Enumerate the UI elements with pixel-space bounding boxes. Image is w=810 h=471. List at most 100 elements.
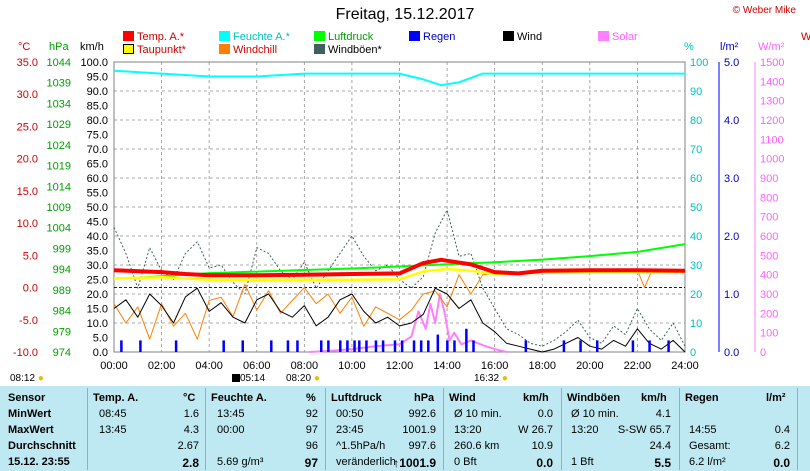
humidity-tick-label: 30 — [690, 260, 702, 272]
x-tick-label: 12:00 — [386, 360, 414, 372]
pressure-tick-label: 1019 — [47, 161, 71, 173]
unit-cut: W — [801, 31, 810, 43]
rain-bar — [241, 340, 244, 352]
humidity-time: 13:45 — [217, 408, 245, 420]
pressure-tick-label: 984 — [53, 306, 71, 318]
temp-value: 2.67 — [177, 440, 199, 452]
wind-time: 13:20 — [454, 424, 482, 436]
wind-time: Ø 10 min. — [454, 408, 502, 420]
temp-time: 08:45 — [99, 408, 127, 420]
humidity-time: 00:00 — [217, 424, 245, 436]
header-wind-unit: km/h — [523, 392, 549, 404]
rain-value: 0.4 — [774, 424, 790, 436]
legend-swatch-solar — [598, 31, 609, 41]
legend-item-temp: Temp. A.* — [123, 31, 184, 43]
solar-tick-label: 1100 — [760, 134, 784, 146]
temp-tick-label: -10.0 — [13, 347, 38, 359]
stats-table — [0, 386, 810, 471]
header-pressure: Luftdruck — [331, 392, 382, 404]
legend-item-windchill: Windchill — [219, 44, 277, 56]
temp-tick-label: 25.0 — [17, 121, 38, 133]
rain-bar — [400, 340, 404, 352]
rain-time: Gesamt: — [689, 440, 731, 452]
humidity-tick-label: 70 — [690, 144, 702, 156]
row-label: MinWert — [8, 408, 52, 420]
rain-bar — [120, 340, 123, 352]
header-gust: Windböen — [567, 392, 621, 404]
rain-bar — [327, 340, 330, 352]
legend-swatch-wind — [503, 31, 514, 41]
pressure-value: 997.6 — [408, 440, 436, 452]
rain-value: 6.2 — [774, 440, 790, 452]
wind-tick-label: 70.0 — [87, 144, 108, 156]
copyright-label: © Weber Mike — [732, 5, 796, 16]
moon-icon — [232, 374, 240, 382]
header-temp: Temp. A. — [93, 392, 139, 404]
rain-bar — [358, 340, 361, 352]
x-tick-label: 06:00 — [243, 360, 271, 372]
rain-bar — [648, 340, 651, 352]
humidity-tick-label: 0 — [690, 347, 696, 359]
legend-swatch-dewpoint — [123, 44, 134, 54]
rain-bar — [412, 340, 416, 352]
unit-solar: W/m² — [758, 41, 785, 53]
solar-tick-label: 1200 — [760, 115, 784, 127]
solar-tick-label: 800 — [760, 192, 778, 204]
humidity-tick-label: 20 — [690, 289, 702, 301]
rain-bar — [139, 340, 142, 352]
humidity-value: 96 — [305, 440, 318, 452]
temp-tick-label: 15.0 — [17, 186, 38, 198]
humidity-value: 97 — [305, 424, 318, 436]
unit-temp: °C — [18, 41, 31, 53]
rain-bar — [631, 340, 635, 352]
rain-tick-label: 1.0 — [724, 289, 739, 301]
wind-tick-label: 90.0 — [87, 86, 108, 98]
pressure-tick-label: 989 — [53, 285, 71, 297]
header-pressure-unit: hPa — [414, 392, 435, 404]
solar-tick-label: 600 — [760, 231, 778, 243]
gust-value: 4.1 — [655, 408, 671, 420]
wind-tick-label: 25.0 — [87, 275, 108, 287]
wind-tick-label: 75.0 — [87, 130, 108, 142]
pressure-tick-label: 999 — [53, 243, 71, 255]
x-tick-label: 10:00 — [338, 360, 366, 372]
pressure-time: 23:45 — [336, 424, 364, 436]
solar-tick-label: 500 — [760, 250, 778, 262]
wind-value: 0.0 — [537, 408, 553, 420]
header-wind: Wind — [449, 392, 476, 404]
chart-title: Freitag, 15.12.2017 — [335, 6, 475, 23]
sunrise-time: 08:12 ● — [10, 373, 44, 384]
wind-tick-label: 55.0 — [87, 188, 108, 200]
pressure-tick-label: 1039 — [47, 78, 71, 90]
rain-bar — [595, 340, 599, 352]
gust-time: 13:20 — [571, 424, 599, 436]
pressure-time: ^1.5hPa/h — [336, 440, 386, 452]
legend-swatch-windchill — [219, 44, 230, 54]
gust-value: 24.4 — [649, 440, 671, 452]
rain-bar — [579, 340, 582, 352]
pressure-time: 00:50 — [336, 408, 364, 420]
rain-bar — [270, 340, 273, 352]
x-tick-label: 24:00 — [671, 360, 699, 372]
legend-swatch-pressure — [314, 31, 325, 41]
temp-tick-label: 20.0 — [17, 154, 38, 166]
rain-bar — [353, 340, 356, 352]
rain-bar — [427, 340, 430, 352]
wind-tick-label: 40.0 — [87, 231, 108, 243]
x-tick-label: 20:00 — [576, 360, 604, 372]
rain-bar — [319, 340, 323, 352]
wind-tick-label: 80.0 — [87, 115, 108, 127]
legend-item-dewpoint: Taupunkt* — [123, 44, 186, 56]
temp-value: 4.3 — [183, 424, 199, 436]
humidity-value: 97 — [304, 456, 318, 470]
header-humidity-unit: % — [306, 392, 316, 404]
wind-value: 0.0 — [536, 456, 553, 470]
humidity-value: 92 — [305, 408, 318, 420]
unit-wind: km/h — [80, 41, 104, 53]
wind-line — [113, 287, 686, 353]
gust-time: Ø 10 min. — [571, 408, 619, 420]
wind-tick-label: 5.0 — [93, 333, 108, 345]
rain-bar — [453, 340, 456, 352]
header-rain: Regen — [685, 392, 719, 404]
legend-swatch-temp — [123, 31, 134, 41]
